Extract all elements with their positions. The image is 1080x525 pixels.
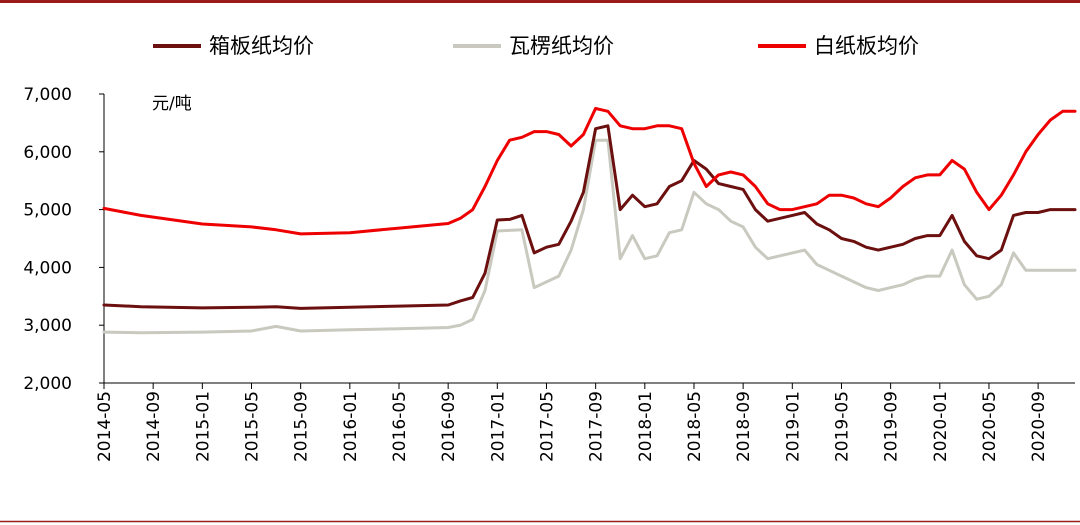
legend-label-1: 箱板纸均价 — [209, 34, 314, 58]
x-tick-label: 2019-05 — [832, 391, 852, 462]
x-tick-label: 2015-09 — [292, 391, 312, 462]
x-tick-label: 2020-09 — [1029, 391, 1049, 462]
x-tick-label: 2017-09 — [587, 391, 607, 462]
unit-label: 元/吨 — [152, 94, 192, 114]
x-tick-label: 2020-01 — [931, 391, 951, 462]
y-tick-label: 3,000 — [23, 316, 72, 336]
x-tick-label: 2014-09 — [144, 391, 164, 462]
series-line-1 — [102, 124, 1077, 310]
x-tick-label: 2016-09 — [439, 391, 459, 462]
x-tick-label: 2018-09 — [734, 391, 754, 462]
x-tick-label: 2017-05 — [537, 391, 557, 462]
x-tick-label: 2020-05 — [980, 391, 1000, 462]
y-axis: 2,000 3,000 4,000 5,000 6,000 7,000 — [23, 85, 105, 394]
legend-label-2: 瓦楞纸均价 — [509, 34, 614, 58]
x-tick-label: 2016-05 — [390, 391, 410, 462]
x-tick-label: 2018-05 — [685, 391, 705, 462]
series-line-2 — [102, 138, 1077, 335]
chart-legend: 箱板纸均价 瓦楞纸均价 白纸板均价 — [153, 34, 919, 58]
x-axis: 2014-05 2014-09 2015-01 2015-05 2015-09 2016-… — [95, 382, 1075, 462]
y-tick-label: 4,000 — [23, 258, 72, 278]
x-tick-label: 2019-01 — [783, 391, 803, 462]
series-layer — [102, 106, 1077, 335]
x-tick-label: 2017-01 — [488, 391, 508, 462]
x-tick-label: 2015-01 — [193, 391, 213, 462]
series-line-3 — [102, 106, 1077, 236]
y-tick-label: 7,000 — [23, 85, 72, 105]
x-tick-label: 2019-09 — [882, 391, 902, 462]
legend-label-3: 白纸板均价 — [814, 34, 919, 58]
x-tick-label: 2016-01 — [341, 391, 361, 462]
x-tick-label: 2014-05 — [95, 391, 115, 462]
x-tick-label: 2018-01 — [636, 391, 656, 462]
x-tick-label: 2015-05 — [242, 391, 262, 462]
y-tick-label: 6,000 — [23, 143, 72, 163]
y-tick-label: 5,000 — [23, 201, 72, 221]
y-tick-label: 2,000 — [23, 374, 72, 394]
